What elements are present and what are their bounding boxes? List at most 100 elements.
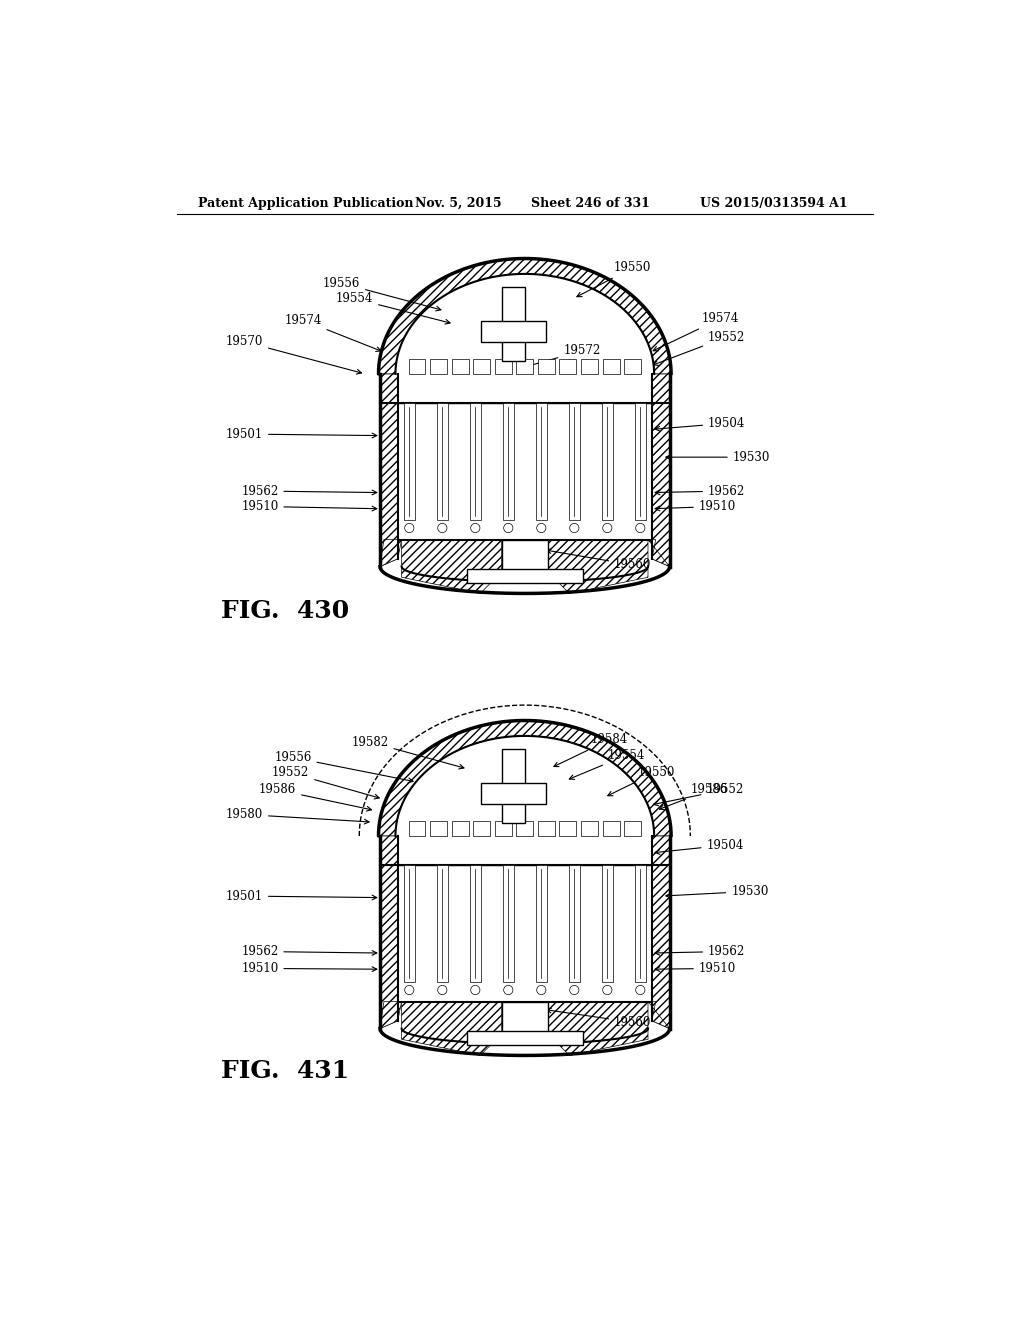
Text: 19552: 19552 <box>272 767 379 799</box>
Text: Sheet 246 of 331: Sheet 246 of 331 <box>531 197 650 210</box>
Text: 19560: 19560 <box>547 1008 651 1028</box>
Text: 19501: 19501 <box>225 428 377 441</box>
Bar <box>480 321 546 342</box>
Bar <box>559 359 577 374</box>
Bar <box>502 1002 548 1034</box>
Text: 19562: 19562 <box>241 484 377 498</box>
Polygon shape <box>380 836 397 1028</box>
Text: 19501: 19501 <box>225 890 377 903</box>
Text: 19550: 19550 <box>607 766 675 796</box>
Bar <box>502 750 524 822</box>
Bar <box>503 866 514 982</box>
Bar <box>430 821 447 836</box>
Bar <box>559 821 577 836</box>
Text: 19574: 19574 <box>653 312 739 351</box>
Text: 19510: 19510 <box>655 500 736 513</box>
Bar <box>495 359 512 374</box>
Text: Patent Application Publication: Patent Application Publication <box>199 197 414 210</box>
Bar <box>470 404 480 520</box>
Text: 19562: 19562 <box>655 945 745 958</box>
Text: 19562: 19562 <box>655 484 745 498</box>
Text: 19586: 19586 <box>259 783 372 810</box>
Text: 19554: 19554 <box>569 748 645 779</box>
Circle shape <box>569 985 579 995</box>
Polygon shape <box>379 721 671 836</box>
Polygon shape <box>380 1002 401 1028</box>
Circle shape <box>404 523 414 532</box>
Bar <box>495 821 512 836</box>
Text: 19550: 19550 <box>577 261 651 297</box>
Polygon shape <box>380 540 401 566</box>
Bar <box>635 404 646 520</box>
Circle shape <box>537 523 546 532</box>
Text: 19560: 19560 <box>547 549 651 572</box>
Polygon shape <box>380 374 397 566</box>
Bar <box>480 783 546 804</box>
Bar <box>602 821 620 836</box>
Polygon shape <box>652 836 670 1028</box>
Text: 19570: 19570 <box>225 335 361 374</box>
Bar <box>467 569 583 583</box>
Bar <box>516 821 534 836</box>
Bar <box>473 359 490 374</box>
Bar <box>467 569 583 583</box>
Polygon shape <box>548 1002 648 1056</box>
Text: FIG.  431: FIG. 431 <box>221 1059 349 1084</box>
Text: 19552: 19552 <box>653 330 745 366</box>
Bar <box>635 866 646 982</box>
Text: 19556: 19556 <box>323 277 441 312</box>
Circle shape <box>437 985 446 995</box>
Bar <box>403 404 415 520</box>
Bar <box>437 866 447 982</box>
Text: 19586: 19586 <box>659 783 728 809</box>
Polygon shape <box>401 1002 502 1056</box>
Text: 19556: 19556 <box>274 751 413 783</box>
Text: Nov. 5, 2015: Nov. 5, 2015 <box>416 197 502 210</box>
Bar <box>602 359 620 374</box>
Bar <box>437 404 447 520</box>
Circle shape <box>504 523 513 532</box>
Bar <box>409 821 425 836</box>
Circle shape <box>504 985 513 995</box>
Text: 19572: 19572 <box>525 345 600 368</box>
Bar <box>502 288 524 360</box>
Text: 19504: 19504 <box>655 417 745 432</box>
Bar <box>569 866 580 982</box>
Polygon shape <box>401 540 502 594</box>
Bar <box>452 821 469 836</box>
Text: 19530: 19530 <box>666 450 770 463</box>
Text: 19504: 19504 <box>655 838 743 854</box>
Bar <box>602 866 612 982</box>
Bar <box>538 821 555 836</box>
Circle shape <box>636 523 645 532</box>
Bar <box>538 359 555 374</box>
Bar <box>409 359 425 374</box>
Polygon shape <box>548 540 648 594</box>
Bar <box>470 866 480 982</box>
Text: US 2015/0313594 A1: US 2015/0313594 A1 <box>700 197 848 210</box>
Bar <box>581 359 598 374</box>
Bar <box>581 821 598 836</box>
Circle shape <box>537 985 546 995</box>
Bar <box>452 359 469 374</box>
Polygon shape <box>379 259 671 374</box>
Bar <box>473 821 490 836</box>
Circle shape <box>471 523 480 532</box>
Text: 19552: 19552 <box>653 783 743 805</box>
Text: 19580: 19580 <box>225 808 369 824</box>
Circle shape <box>603 523 612 532</box>
Text: 19584: 19584 <box>554 733 629 767</box>
Bar <box>503 404 514 520</box>
Polygon shape <box>652 374 670 566</box>
Text: 19582: 19582 <box>351 735 464 770</box>
Bar <box>625 359 641 374</box>
Polygon shape <box>648 1002 670 1028</box>
Text: 19510: 19510 <box>655 962 736 975</box>
Circle shape <box>636 985 645 995</box>
Bar <box>536 404 547 520</box>
Bar <box>502 540 548 572</box>
Text: 19510: 19510 <box>241 962 377 975</box>
Circle shape <box>437 523 446 532</box>
Text: FIG.  430: FIG. 430 <box>221 599 349 623</box>
Polygon shape <box>648 540 670 566</box>
